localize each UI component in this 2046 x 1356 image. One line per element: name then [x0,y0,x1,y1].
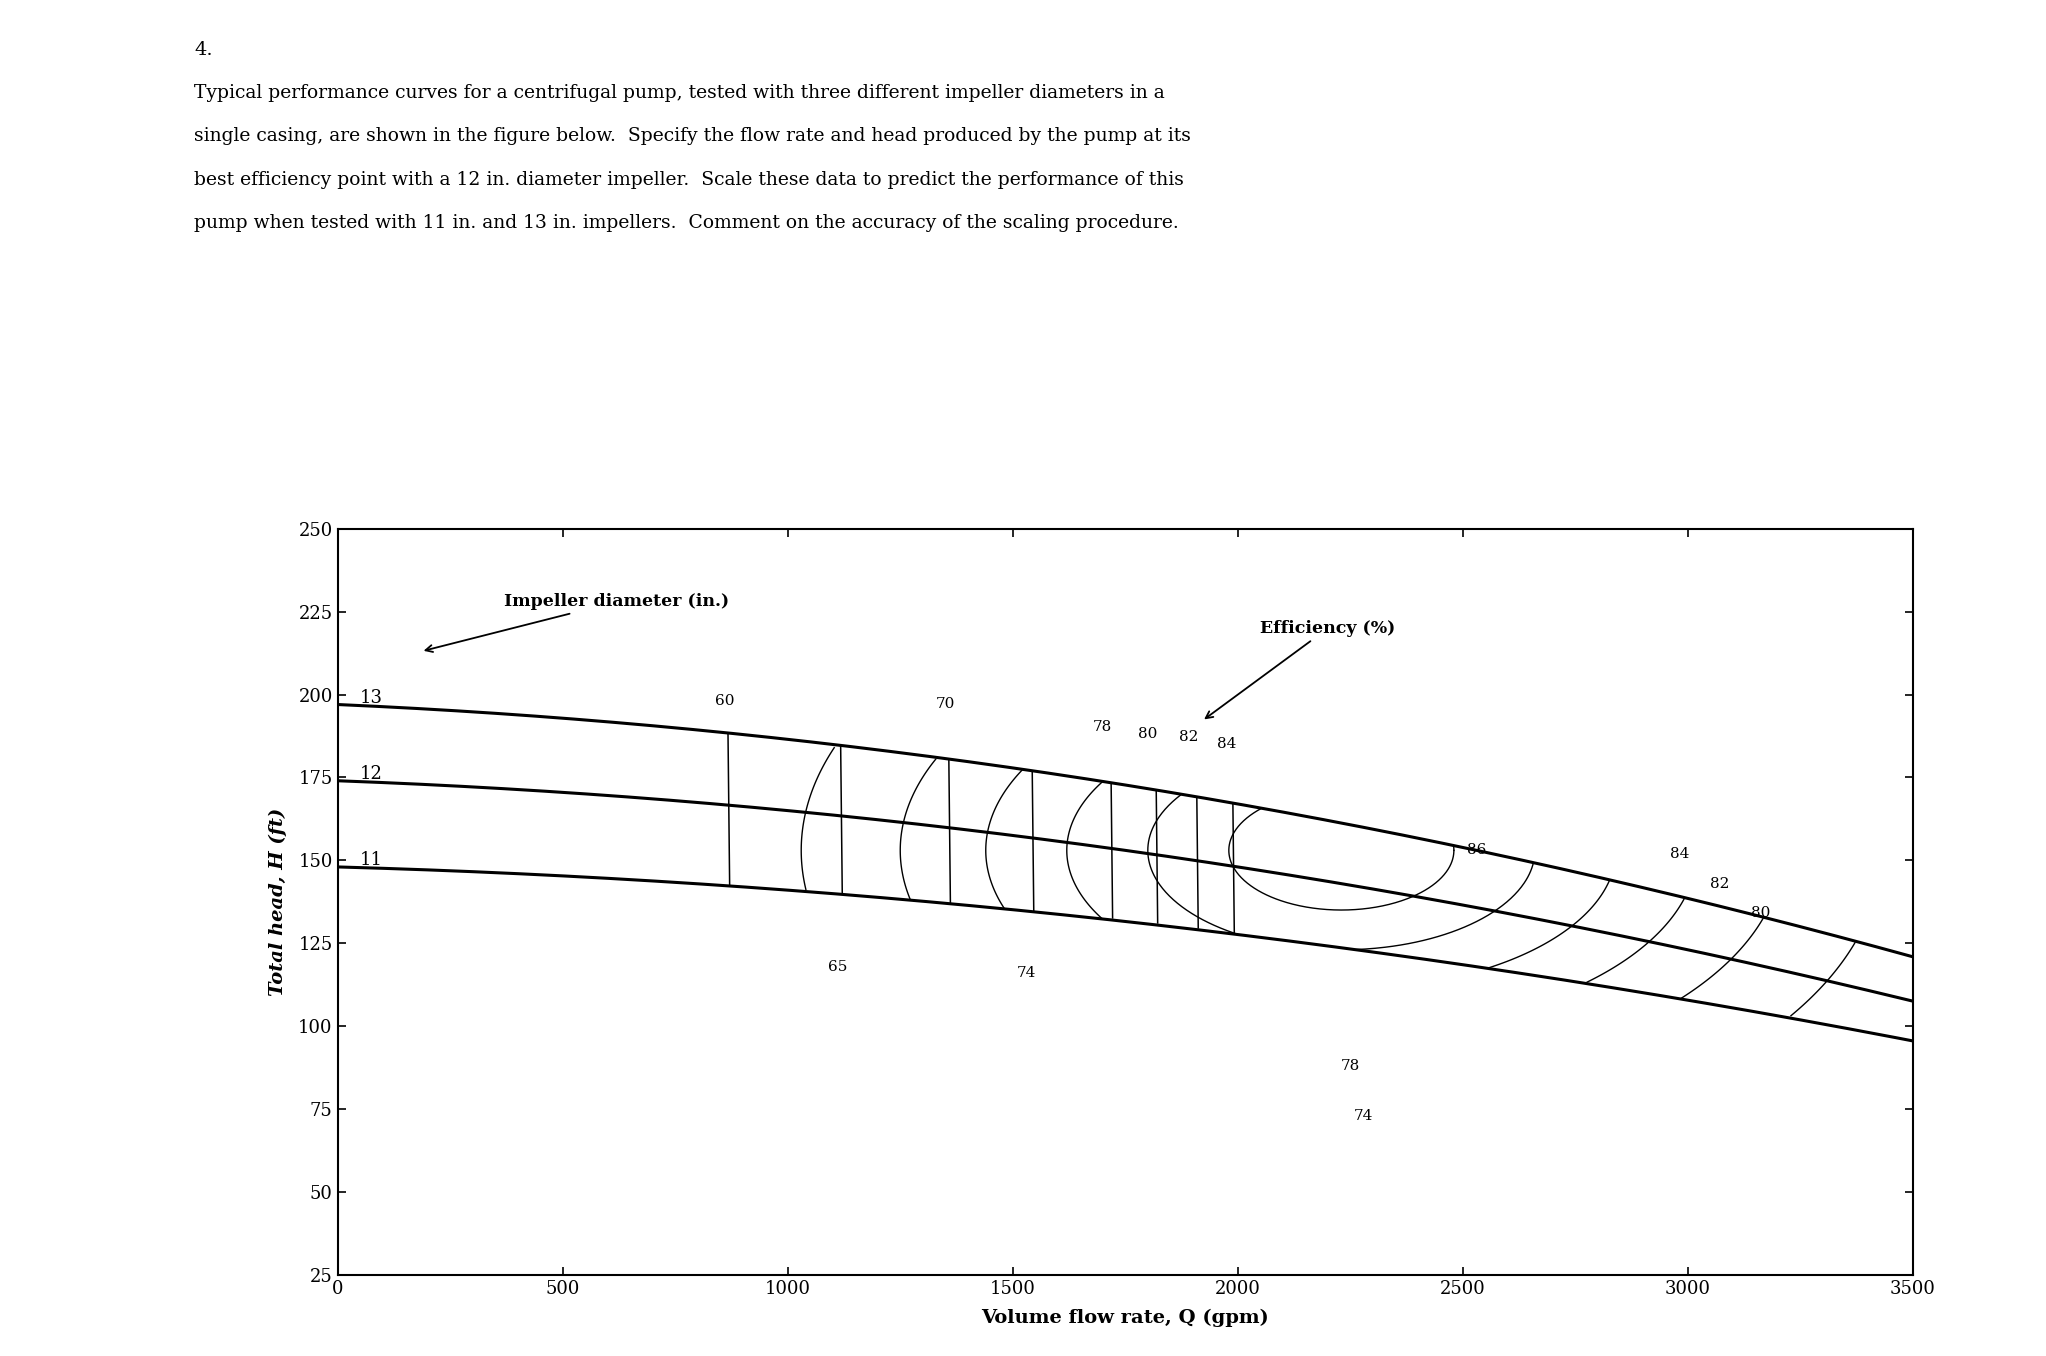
Text: Efficiency (%): Efficiency (%) [1205,620,1395,719]
Text: 74: 74 [1017,967,1035,980]
Text: 78: 78 [1340,1059,1361,1073]
Text: best efficiency point with a 12 in. diameter impeller.  Scale these data to pred: best efficiency point with a 12 in. diam… [194,171,1185,188]
Y-axis label: Total head, H (ft): Total head, H (ft) [268,808,286,995]
Text: 84: 84 [1217,736,1236,751]
Text: 86: 86 [1467,843,1487,857]
Text: Typical performance curves for a centrifugal pump, tested with three different i: Typical performance curves for a centrif… [194,84,1164,102]
Text: 70: 70 [935,697,955,711]
Text: 82: 82 [1178,731,1199,744]
Text: 74: 74 [1354,1109,1373,1123]
Text: 80: 80 [1138,727,1158,740]
Text: 80: 80 [1751,906,1770,921]
Text: 84: 84 [1670,846,1690,861]
Text: single casing, are shown in the figure below.  Specify the flow rate and head pr: single casing, are shown in the figure b… [194,127,1191,145]
Text: 82: 82 [1710,876,1729,891]
Text: Impeller diameter (in.): Impeller diameter (in.) [426,594,728,652]
Text: 78: 78 [1093,720,1113,735]
X-axis label: Volume flow rate, Q (gpm): Volume flow rate, Q (gpm) [982,1309,1269,1328]
Text: 11: 11 [360,852,383,869]
Text: 12: 12 [360,765,383,784]
Text: 60: 60 [714,694,735,708]
Text: 13: 13 [360,689,383,706]
Text: 4.: 4. [194,41,213,58]
Text: pump when tested with 11 in. and 13 in. impellers.  Comment on the accuracy of t: pump when tested with 11 in. and 13 in. … [194,214,1178,232]
Text: 65: 65 [827,960,847,974]
